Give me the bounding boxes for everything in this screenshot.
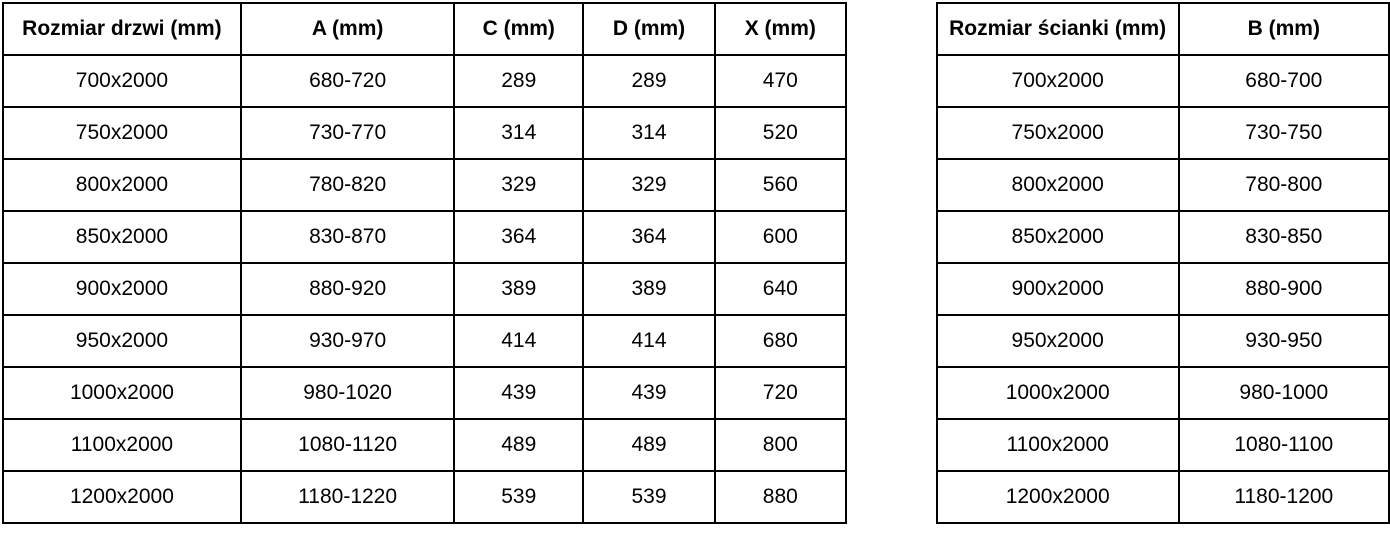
column-header: A (mm) [239,2,456,56]
table-cell: 1180-1220 [239,470,456,524]
table-cell: 1200x2000 [935,470,1180,524]
table-row: 850x2000 830-870 364 364 600 [2,210,847,264]
table-cell: 539 [582,470,716,524]
table-cell: 900x2000 [2,262,242,316]
table-cell: 1180-1200 [1177,470,1390,524]
table-cell: 1000x2000 [935,366,1180,420]
table-cell: 364 [453,210,585,264]
table-cell: 700x2000 [2,54,242,108]
table-cell: 1080-1120 [239,418,456,472]
table-cell: 950x2000 [935,314,1180,368]
table-cell: 830-870 [239,210,456,264]
column-header: B (mm) [1177,2,1390,56]
column-header: D (mm) [582,2,716,56]
table-cell: 489 [582,418,716,472]
table-cell: 750x2000 [2,106,242,160]
table-row: 800x2000 780-800 [935,158,1390,212]
table-cell: 850x2000 [935,210,1180,264]
table-cell: 289 [582,54,716,108]
table-cell: 539 [453,470,585,524]
table-cell: 730-750 [1177,106,1390,160]
table-cell: 520 [713,106,847,160]
table-cell: 880-900 [1177,262,1390,316]
table-cell: 1200x2000 [2,470,242,524]
table-cell: 439 [582,366,716,420]
table-row: 900x2000 880-900 [935,262,1390,316]
table-cell: 800x2000 [2,158,242,212]
table-cell: 930-970 [239,314,456,368]
table-row: 1000x2000 980-1000 [935,366,1390,420]
table-row: 900x2000 880-920 389 389 640 [2,262,847,316]
table-cell: 680-700 [1177,54,1390,108]
table-cell: 950x2000 [2,314,242,368]
table-cell: 329 [453,158,585,212]
table-cell: 364 [582,210,716,264]
table-row: 1100x2000 1080-1120 489 489 800 [2,418,847,472]
wall-dimensions-table: Rozmiar ścianki (mm) B (mm) 700x2000 680-7… [935,2,1390,524]
table-cell: 850x2000 [2,210,242,264]
table-cell: 780-820 [239,158,456,212]
table-cell: 414 [582,314,716,368]
table-cell: 439 [453,366,585,420]
table-cell: 414 [453,314,585,368]
table-row: 1200x2000 1180-1220 539 539 880 [2,470,847,524]
column-header: Rozmiar ścianki (mm) [935,2,1180,56]
table-cell: 830-850 [1177,210,1390,264]
table-row: 750x2000 730-770 314 314 520 [2,106,847,160]
column-header: C (mm) [453,2,585,56]
table-cell: 800x2000 [935,158,1180,212]
table-cell: 780-800 [1177,158,1390,212]
table-cell: 1100x2000 [935,418,1180,472]
table-cell: 314 [453,106,585,160]
table-cell: 600 [713,210,847,264]
table-cell: 800 [713,418,847,472]
table-cell: 750x2000 [935,106,1180,160]
column-header: Rozmiar drzwi (mm) [2,2,242,56]
table-cell: 389 [582,262,716,316]
table-cell: 640 [713,262,847,316]
table-cell: 329 [582,158,716,212]
table-cell: 314 [582,106,716,160]
table-row: 1000x2000 980-1020 439 439 720 [2,366,847,420]
door-table-header-row: Rozmiar drzwi (mm) A (mm) C (mm) D (mm) X (m… [2,2,847,56]
table-row: 700x2000 680-700 [935,54,1390,108]
table-row: 950x2000 930-950 [935,314,1390,368]
table-row: 1200x2000 1180-1200 [935,470,1390,524]
table-cell: 1100x2000 [2,418,242,472]
table-row: 950x2000 930-970 414 414 680 [2,314,847,368]
table-cell: 680-720 [239,54,456,108]
table-cell: 880 [713,470,847,524]
table-row: 850x2000 830-850 [935,210,1390,264]
column-header: X (mm) [713,2,847,56]
table-cell: 560 [713,158,847,212]
table-cell: 680 [713,314,847,368]
table-cell: 980-1000 [1177,366,1390,420]
table-cell: 720 [713,366,847,420]
table-cell: 389 [453,262,585,316]
wall-table-header-row: Rozmiar ścianki (mm) B (mm) [935,2,1390,56]
table-row: 700x2000 680-720 289 289 470 [2,54,847,108]
table-cell: 1080-1100 [1177,418,1390,472]
table-row: 800x2000 780-820 329 329 560 [2,158,847,212]
table-cell: 880-920 [239,262,456,316]
table-cell: 930-950 [1177,314,1390,368]
table-row: 750x2000 730-750 [935,106,1390,160]
table-cell: 289 [453,54,585,108]
door-dimensions-table: Rozmiar drzwi (mm) A (mm) C (mm) D (mm) X (m… [2,2,847,524]
table-row: 1100x2000 1080-1100 [935,418,1390,472]
table-cell: 900x2000 [935,262,1180,316]
table-cell: 730-770 [239,106,456,160]
table-cell: 700x2000 [935,54,1180,108]
table-cell: 489 [453,418,585,472]
table-cell: 1000x2000 [2,366,242,420]
table-cell: 470 [713,54,847,108]
table-cell: 980-1020 [239,366,456,420]
dimension-tables: Rozmiar drzwi (mm) A (mm) C (mm) D (mm) X (m… [2,2,1390,524]
